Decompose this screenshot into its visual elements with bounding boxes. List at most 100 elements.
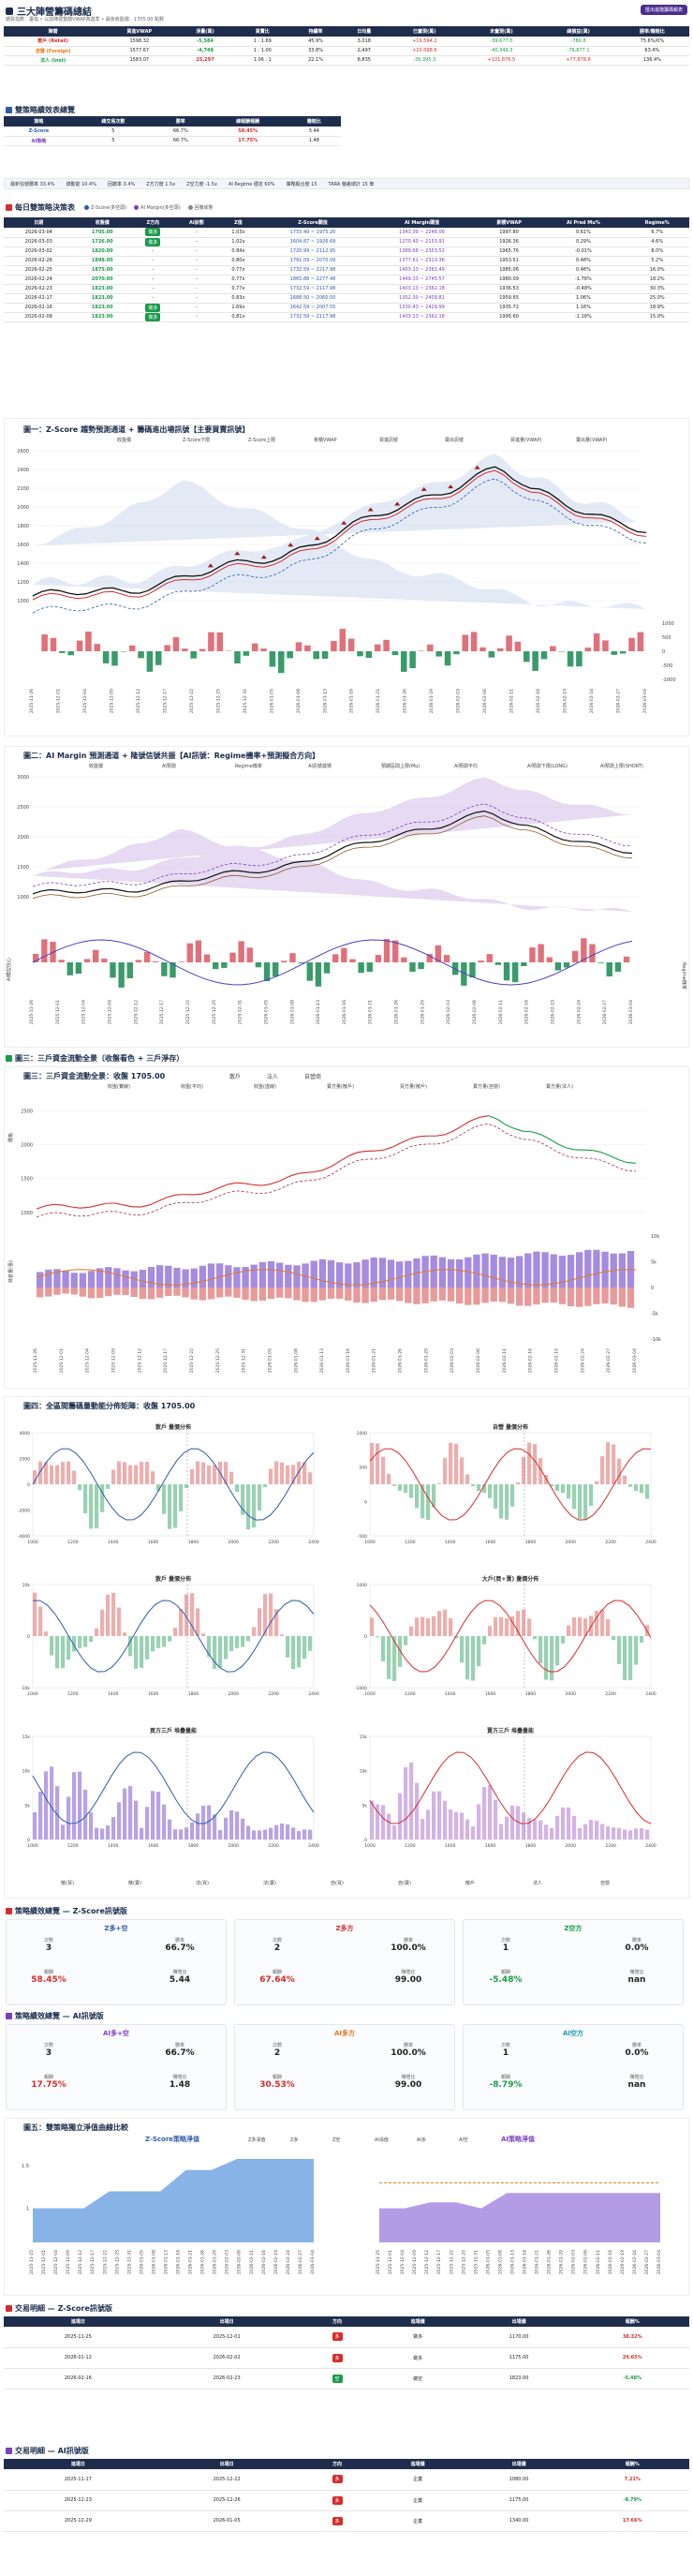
chart1-volume-bar (155, 651, 162, 665)
chart2-signal-bar (143, 951, 151, 962)
trade-col-header: 出場價 (462, 2459, 576, 2469)
x-tick-label: 2026-01-21 (188, 2250, 194, 2274)
chart3-sell-bar (302, 1288, 309, 1303)
signal-col-header: AI狀態 (174, 217, 218, 228)
chart2-signal-bar (409, 962, 416, 972)
chart3-buy-bar (430, 1255, 437, 1288)
summary-cell: +19,594.2 (388, 37, 462, 47)
chart3-sell-bar (558, 1288, 567, 1304)
x-tick-label: 2025-12-17 (90, 2250, 96, 2274)
perf-kv-label: 次數 (500, 1938, 510, 1943)
perf-kv-ratio: 賺賠比 nan (613, 2074, 660, 2090)
chart2-signal-bar (153, 960, 159, 962)
chart4-bar (623, 1829, 627, 1839)
x-tick-label: 2026-01-29 (559, 2250, 565, 2274)
chart4-bar (628, 1636, 633, 1680)
chart4-bar (66, 1636, 71, 1660)
chart3-sell-bar (165, 1288, 172, 1297)
chart3-buy-bar (156, 1265, 164, 1288)
x-tick-label: 2026-03-04 (632, 1348, 638, 1373)
chart4-bar (505, 1484, 509, 1520)
trade-return: -8.79% (575, 2490, 689, 2511)
signal-cell: 1.03x (218, 228, 258, 238)
x-tick-label: 1600 (148, 1843, 159, 1849)
chart2-signal-bar (221, 962, 228, 968)
chart3-buy-bar (405, 1260, 412, 1288)
x-tick-label: 2026-02-11 (498, 1000, 504, 1024)
chart1-legend-item: Z-Score下限 (183, 437, 210, 443)
x-tick-label: 2026-01-08 (289, 1000, 295, 1024)
signal-cell: 1935.72 (476, 303, 542, 313)
export-button[interactable]: 匯出進階籌碼報表 (640, 5, 687, 15)
chart3-close-segment (218, 1184, 229, 1189)
trade-col-header: 進場價 (373, 2459, 463, 2469)
x-tick-label: 2026-01-21 (372, 1348, 377, 1373)
trade-row: 2025-12-29 2026-01-05 多 企業 1340.00 17.66% (4, 2510, 689, 2532)
perf-kv-value: 17.75% (31, 2080, 66, 2090)
chart1-volume-bar (50, 637, 57, 651)
chart3-sell-bar (258, 1288, 267, 1301)
chart4-bar (196, 1813, 200, 1839)
chart4-bar (510, 1484, 515, 1507)
signal-tab[interactable]: 回撤狀態 (187, 204, 214, 211)
chart1-legend-item: 累積VWAP (314, 437, 337, 443)
chart2-legend-item: AI預測上限(SHORT) (600, 763, 643, 769)
chart3-sell-bar (481, 1288, 489, 1303)
chart3-sell-bar (533, 1288, 540, 1305)
chart4-bar (370, 1442, 375, 1484)
x-tick-label: 2025-12-01 (388, 2250, 393, 2274)
chart3-sell-bar (473, 1288, 480, 1305)
chart3-close-segment (358, 1150, 367, 1154)
chart1-volume-bar (199, 648, 206, 651)
chart4-line (32, 1751, 315, 1824)
chart4-bar (572, 1616, 577, 1636)
strat-cell: 66.7% (153, 136, 209, 146)
chart3-sell-bar (105, 1288, 112, 1297)
chart4-legend-item: 法(賣) (263, 1880, 276, 1886)
chart3-close-segment (288, 1173, 298, 1178)
chart4-bar (420, 1616, 425, 1636)
chart4-bar (89, 1484, 94, 1529)
chart2-signal-bar (273, 962, 279, 977)
y-tick-label: 1000 (21, 1211, 33, 1216)
chart3-y2-label: 持倉量(張) (7, 1260, 14, 1283)
chart3-buy-bar (584, 1249, 592, 1288)
chart4-bar (235, 1811, 240, 1839)
x-tick-label: 1200 (405, 1691, 416, 1697)
chart4-bar (533, 1636, 538, 1640)
perf-kv-label: 賺賠比 (401, 2075, 416, 2080)
x-tick-label: 2025-12-01 (41, 2250, 47, 2274)
chart1-volume-bar (164, 645, 170, 651)
chart4-bar (589, 1484, 594, 1506)
chart4-panel-title: 大戶(買+賣) 量價分佈 (482, 1575, 539, 1583)
x-tick-label: 1800 (188, 1540, 199, 1545)
x-tick-label: 1200 (67, 1691, 79, 1697)
perf-card: AI空方 次數 1 勝率 0.0% 報酬 -8.79% 賺賠比 nan (463, 2024, 684, 2110)
signal-tab[interactable]: AI Margin(多空頭) (134, 204, 181, 211)
signal-tab[interactable]: Z-Score(多空頭) (84, 204, 126, 211)
chart1-volume-bar (234, 651, 241, 663)
signal-cell: -1.16% (541, 312, 626, 322)
chart4-bar (415, 1484, 420, 1509)
summary-col-header: 持續率 (290, 26, 341, 37)
signal-col-header: AI Margin閾值 (367, 217, 477, 228)
chart4-bar (173, 1484, 178, 1528)
summary-cell: 2,497 (340, 46, 389, 56)
chart1-volume-bar (611, 651, 618, 655)
chart4-bar (432, 1791, 436, 1839)
y-tick-label: 2000 (20, 1457, 31, 1463)
chart4-bar (409, 1762, 414, 1839)
stats-bar: 最新信號勝率 33.4% 總動能 10.4% 回撤率 3.4% Z方力度 1.5x Z空… (4, 178, 689, 189)
trade-cell: 做多 (373, 2347, 463, 2369)
chart4-bar (61, 1824, 66, 1839)
x-tick-label: 2025-12-04 (400, 2250, 405, 2274)
trade-row: 2026-01-12 2026-02-02 多 做多 1175.00 29.65% (4, 2347, 689, 2369)
x-tick-label: 2026-02-24 (580, 1348, 585, 1373)
signal-cell: 1980.09 (476, 275, 542, 285)
chart4-bar (100, 1484, 105, 1512)
signal-cell: 1875.00 (73, 265, 131, 275)
chart3-sell-bar (438, 1288, 447, 1301)
chart4-bar (516, 1806, 521, 1839)
x-tick-label: 2400 (645, 1540, 656, 1545)
chart4-bar (600, 1456, 605, 1484)
